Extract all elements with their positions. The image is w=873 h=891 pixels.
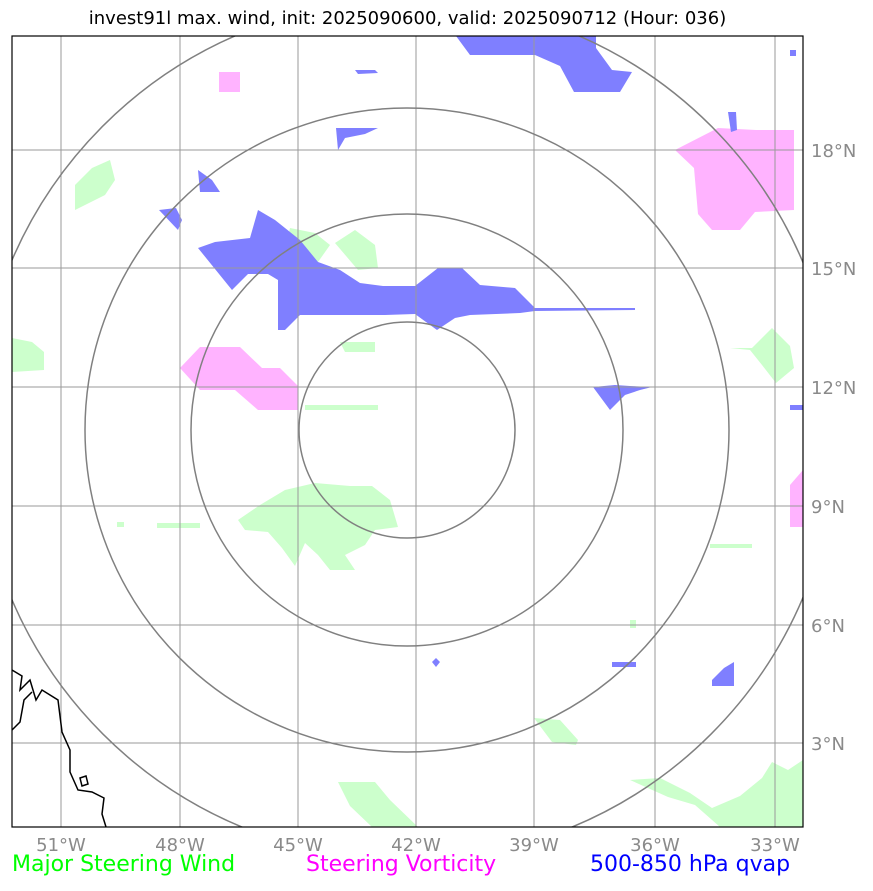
lat-axis: 18°N 15°N 12°N 9°N 6°N 3°N — [811, 141, 856, 755]
lat-tick-label: 18°N — [811, 141, 856, 162]
lat-tick-label: 6°N — [811, 616, 845, 637]
lat-tick-label: 12°N — [811, 378, 856, 399]
distance-rings — [0, 0, 837, 860]
legend-steering-vorticity: Steering Vorticity — [306, 852, 496, 877]
qvap-layer — [159, 36, 803, 686]
lat-tick-label: 3°N — [811, 734, 845, 755]
legend-qvap: 500-850 hPa qvap — [590, 852, 790, 877]
lon-tick-label: 39°W — [509, 835, 559, 856]
map-canvas: 51°W 48°W 45°W 42°W 39°W 36°W 33°W 18°N … — [0, 0, 873, 891]
legend-steering-wind: Major Steering Wind — [12, 852, 235, 877]
coastline — [12, 670, 106, 827]
lat-tick-label: 15°N — [811, 259, 856, 280]
steering-wind-layer — [12, 160, 803, 827]
lat-tick-label: 9°N — [811, 497, 845, 518]
